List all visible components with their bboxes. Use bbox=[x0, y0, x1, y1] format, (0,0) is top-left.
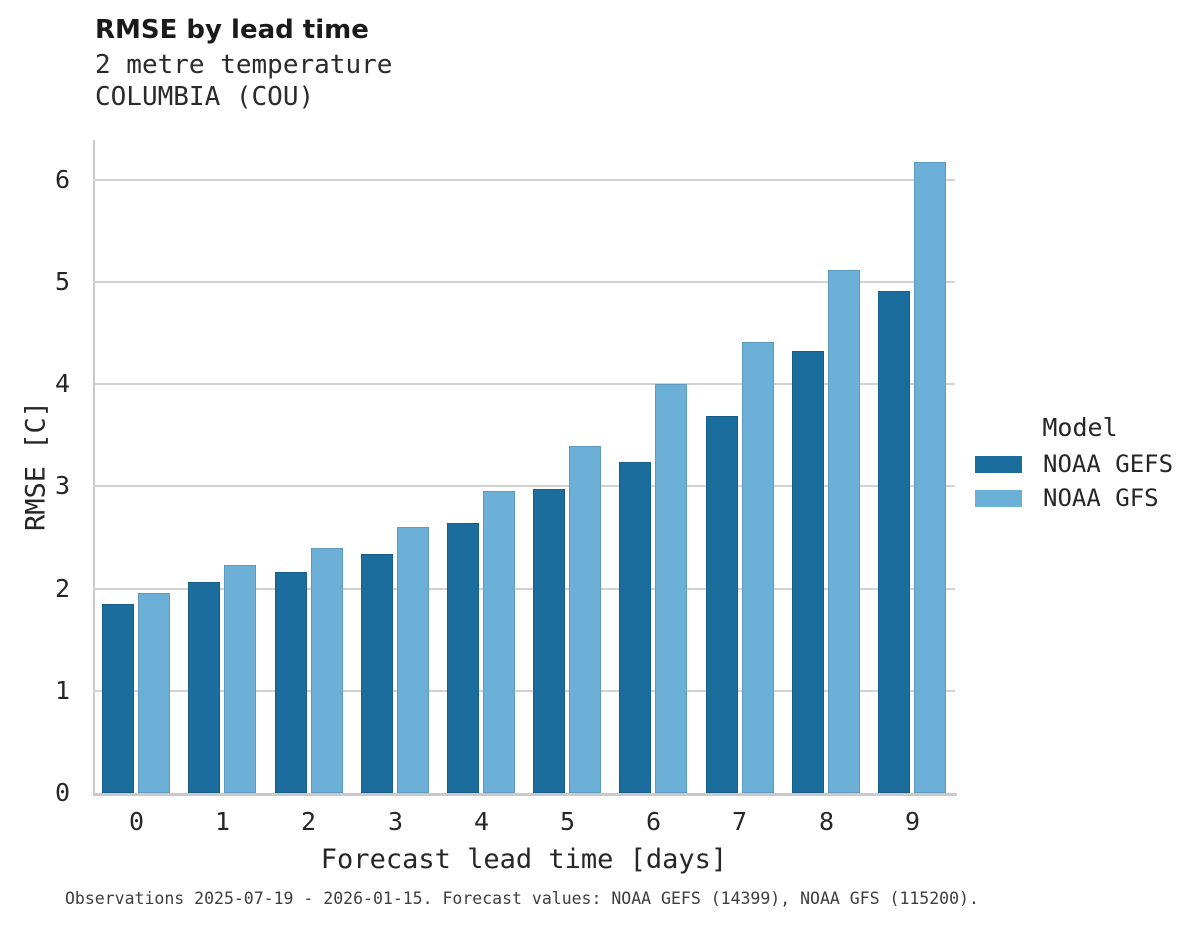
legend-title: Model bbox=[1042, 413, 1118, 442]
bar-noaa-gefs-day-2 bbox=[275, 572, 307, 793]
y-axis-label: RMSE [C] bbox=[20, 400, 52, 532]
bar-noaa-gefs-day-5 bbox=[533, 489, 565, 793]
footer-caption: Observations 2025-07-19 - 2026-01-15. Fo… bbox=[65, 889, 979, 908]
legend-label-noaa-gefs: NOAA GEFS bbox=[1043, 450, 1174, 478]
gridline-y-5 bbox=[93, 281, 955, 284]
x-tick-label-7: 7 bbox=[731, 807, 748, 836]
bar-noaa-gfs-day-5 bbox=[569, 446, 601, 793]
gridline-y-2 bbox=[93, 587, 955, 590]
bar-noaa-gfs-day-3 bbox=[397, 527, 429, 793]
bar-noaa-gfs-day-6 bbox=[655, 384, 687, 793]
legend-swatch-noaa-gefs bbox=[975, 455, 1022, 473]
bar-noaa-gefs-day-3 bbox=[361, 554, 393, 793]
x-tick-label-6: 6 bbox=[645, 807, 662, 836]
x-tick-label-2: 2 bbox=[300, 807, 317, 836]
legend-label-noaa-gfs: NOAA GFS bbox=[1043, 484, 1159, 512]
chart-title: RMSE by lead time bbox=[95, 15, 369, 45]
legend-item-noaa-gefs: NOAA GEFS bbox=[975, 449, 1173, 479]
bar-noaa-gefs-day-8 bbox=[792, 351, 824, 793]
y-tick-label-4: 4 bbox=[54, 369, 70, 399]
gridline-y-3 bbox=[93, 485, 955, 488]
bar-noaa-gfs-day-4 bbox=[483, 491, 515, 793]
bar-noaa-gefs-day-1 bbox=[188, 582, 220, 793]
x-tick-label-4: 4 bbox=[473, 807, 490, 836]
y-tick-label-5: 5 bbox=[54, 267, 70, 297]
x-tick-label-9: 9 bbox=[904, 807, 921, 836]
x-tick-label-0: 0 bbox=[128, 807, 145, 836]
bar-noaa-gefs-day-4 bbox=[447, 523, 479, 793]
chart-subtitle-station: COLUMBIA (COU) bbox=[95, 82, 315, 112]
y-tick-label-3: 3 bbox=[54, 471, 70, 501]
bar-noaa-gfs-day-2 bbox=[311, 548, 343, 793]
chart-subtitle-variable: 2 metre temperature bbox=[95, 50, 393, 80]
x-axis-label: Forecast lead time [days] bbox=[320, 844, 728, 875]
x-tick-label-3: 3 bbox=[387, 807, 404, 836]
bar-noaa-gefs-day-7 bbox=[706, 416, 738, 793]
x-tick-label-8: 8 bbox=[818, 807, 835, 836]
y-axis-spine bbox=[93, 140, 95, 796]
x-axis-spine bbox=[93, 793, 957, 796]
y-tick-label-1: 1 bbox=[54, 675, 70, 705]
gridline-y-6 bbox=[93, 178, 955, 181]
x-tick-label-1: 1 bbox=[214, 807, 231, 836]
bar-noaa-gfs-day-0 bbox=[138, 593, 170, 793]
bar-noaa-gfs-day-8 bbox=[828, 270, 860, 793]
bar-noaa-gfs-day-9 bbox=[914, 162, 946, 793]
gridline-y-1 bbox=[93, 689, 955, 692]
x-tick-label-5: 5 bbox=[559, 807, 576, 836]
bar-noaa-gefs-day-6 bbox=[619, 462, 651, 793]
bar-noaa-gfs-day-7 bbox=[742, 342, 774, 793]
bar-noaa-gfs-day-1 bbox=[224, 565, 256, 793]
legend-swatch-noaa-gfs bbox=[975, 489, 1022, 507]
bar-noaa-gefs-day-0 bbox=[102, 604, 134, 793]
y-tick-label-6: 6 bbox=[54, 164, 70, 194]
y-tick-label-0: 0 bbox=[54, 778, 70, 807]
legend-item-noaa-gfs: NOAA GFS bbox=[975, 483, 1159, 513]
plot-area bbox=[93, 140, 955, 793]
bar-noaa-gefs-day-9 bbox=[878, 291, 910, 793]
gridline-y-4 bbox=[93, 383, 955, 386]
y-tick-label-2: 2 bbox=[54, 573, 70, 603]
